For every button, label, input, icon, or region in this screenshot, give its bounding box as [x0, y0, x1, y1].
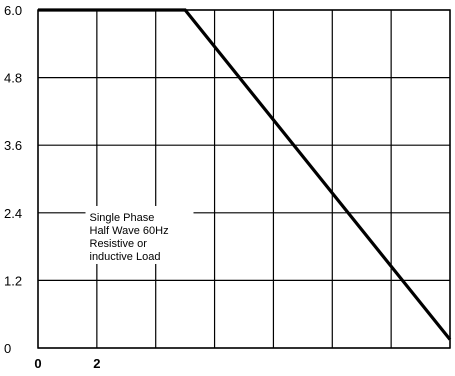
y-tick-label: 3.6 — [4, 138, 22, 153]
grid — [37, 9, 451, 349]
annotation-line: Half Wave 60Hz — [90, 225, 169, 237]
y-tick-label: 4.8 — [4, 71, 22, 86]
plot-frame — [37, 9, 451, 349]
y-tick-label: 1.2 — [4, 273, 22, 288]
annotation-line: Resistive or — [90, 238, 148, 250]
series — [38, 8, 452, 341]
x-tick-label: 0 — [34, 356, 41, 371]
y-tick-label: 2.4 — [4, 206, 22, 221]
annotation-line: Single Phase — [90, 212, 155, 224]
annotation-line: inductive Load — [90, 251, 161, 263]
y-tick-label: 6.0 — [4, 3, 22, 18]
plot-border — [37, 9, 451, 349]
y-axis-ticks: 0 1.2 2.4 3.6 4.8 6.0 — [4, 3, 22, 356]
annotation-background — [85, 205, 194, 264]
x-tick-label: 2 — [93, 356, 100, 371]
y-tick-label: 0 — [4, 341, 11, 356]
series-line — [38, 8, 452, 341]
